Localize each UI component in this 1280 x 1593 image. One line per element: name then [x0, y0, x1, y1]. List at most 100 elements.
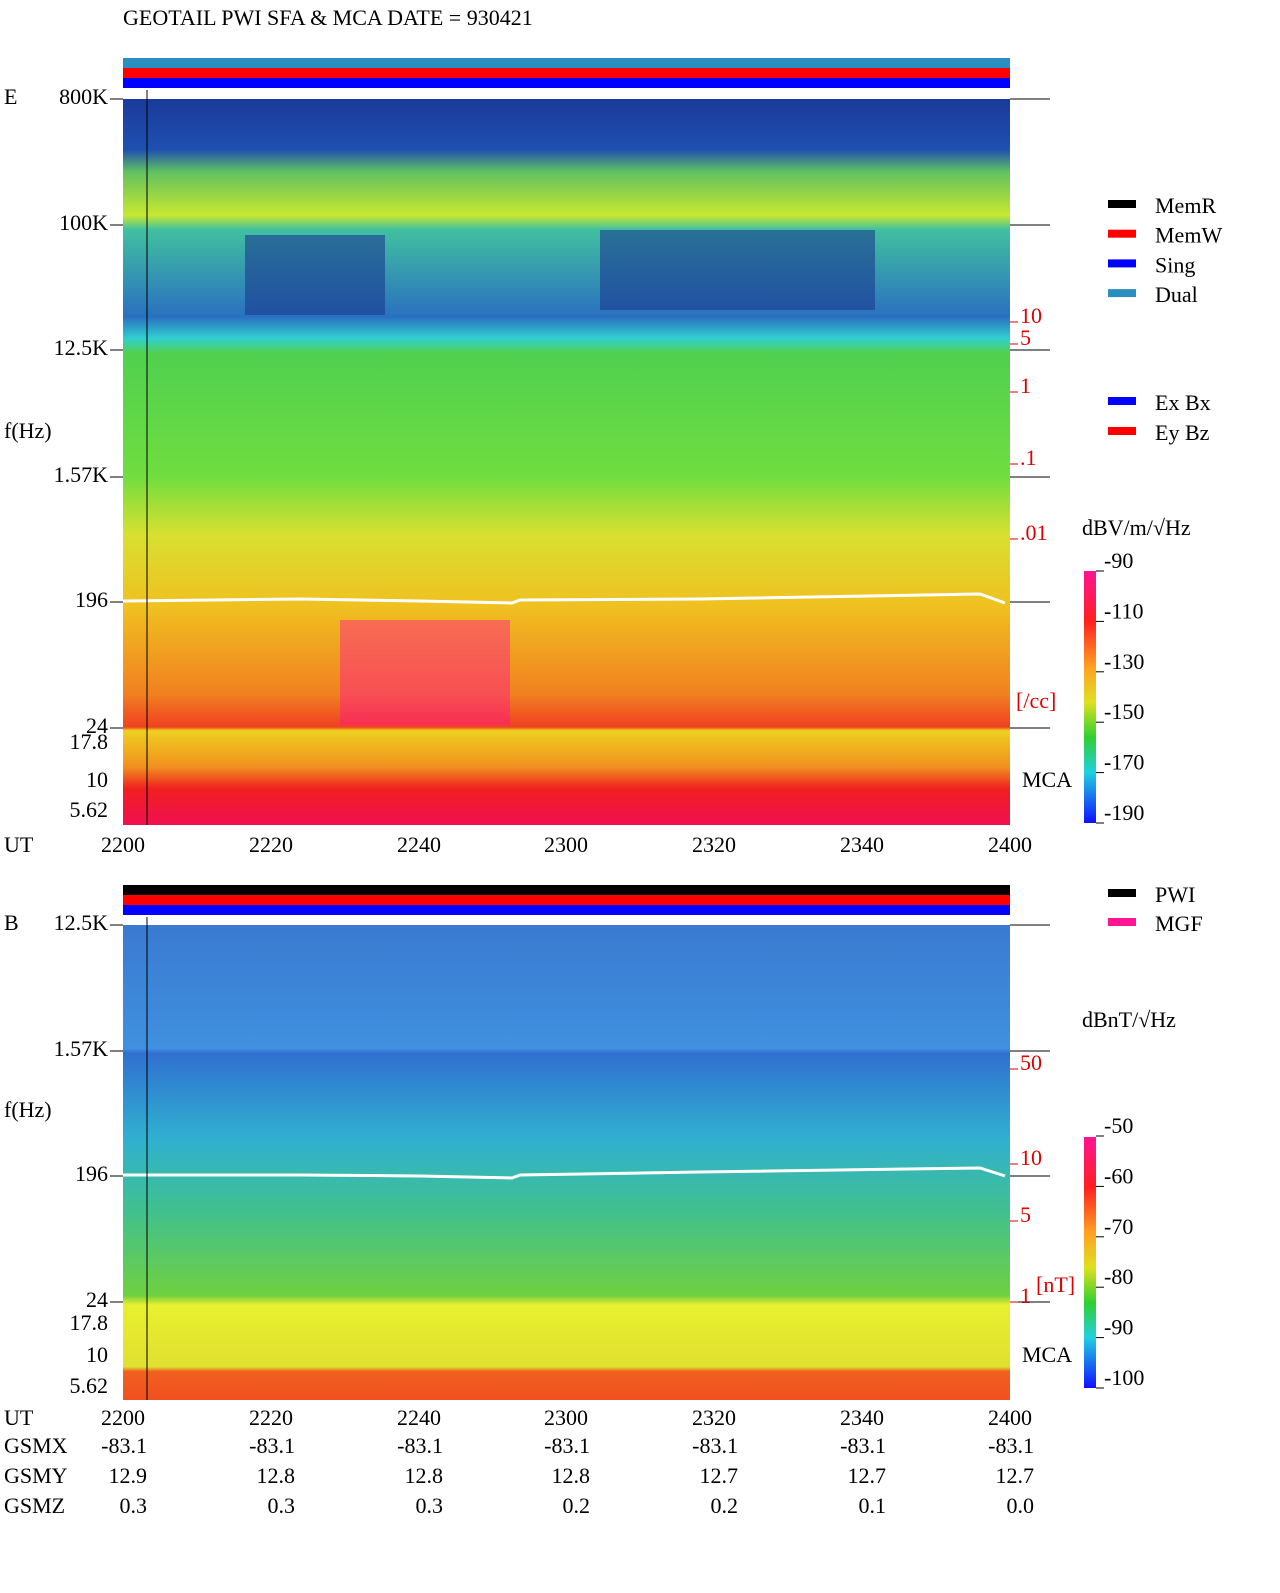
- spectrogram-feature: [600, 230, 875, 310]
- mode-bar: [123, 885, 1010, 895]
- x-tick-label: 2340: [840, 1405, 884, 1430]
- colorbar-tick-label: -50: [1104, 1113, 1133, 1138]
- y-tick-label: 1.57K: [54, 1036, 109, 1061]
- colorbar-tick-label: -60: [1104, 1163, 1133, 1188]
- colorbar-unit: dBV/m/√Hz: [1082, 515, 1191, 540]
- y-tick-label: 17.8: [70, 729, 109, 754]
- colorbar: [1084, 571, 1096, 823]
- legend-swatch: [1108, 918, 1136, 926]
- orbit-label: GSMX: [4, 1433, 68, 1458]
- page-title: GEOTAIL PWI SFA & MCA DATE = 930421: [123, 5, 533, 30]
- mode-bar: [123, 78, 1010, 88]
- legend-swatch: [1108, 427, 1136, 435]
- y-tick-label: 100K: [59, 210, 108, 235]
- y-tick-label: 1.57K: [54, 462, 109, 487]
- right-tick-label: 10: [1020, 303, 1042, 328]
- colorbar-tick-label: -190: [1104, 800, 1144, 825]
- x-tick-label: 2240: [397, 832, 441, 857]
- colorbar: [1084, 1137, 1096, 1388]
- x-tick-label: 2320: [692, 1405, 736, 1430]
- orbit-value: 12.7: [700, 1463, 739, 1488]
- orbit-value: 0.2: [711, 1493, 739, 1518]
- y-tick-label: 196: [75, 1161, 108, 1186]
- x-tick-label: 2220: [249, 832, 293, 857]
- y-tick-label: 10: [86, 767, 108, 792]
- orbit-label: GSMZ: [4, 1493, 65, 1518]
- spectrogram-feature: [340, 620, 510, 725]
- x-tick-label: 2400: [988, 1405, 1032, 1430]
- right-unit: [nT]: [1036, 1272, 1075, 1297]
- legend-swatch: [1108, 889, 1136, 897]
- x-tick-label: 2200: [101, 832, 145, 857]
- mca-label: MCA: [1022, 1342, 1072, 1367]
- legend-swatch: [1108, 397, 1136, 405]
- right-tick-label: 5: [1020, 1202, 1031, 1227]
- plasma-line: [123, 1166, 1006, 1180]
- x-axis-label: UT: [4, 1405, 34, 1430]
- panel-label: B: [4, 910, 19, 935]
- x-tick-label: 2220: [249, 1405, 293, 1430]
- orbit-value: -83.1: [840, 1433, 886, 1458]
- x-tick-label: 2240: [397, 1405, 441, 1430]
- right-tick-label: .01: [1020, 520, 1048, 545]
- orbit-label: GSMY: [4, 1463, 68, 1488]
- orbit-value: -83.1: [249, 1433, 295, 1458]
- right-unit: [/cc]: [1016, 688, 1056, 713]
- orbit-value: 12.8: [552, 1463, 591, 1488]
- spectrogram: [123, 925, 1010, 1400]
- legend-label: Ey Bz: [1155, 420, 1210, 445]
- legend-label: Dual: [1155, 282, 1198, 307]
- legend-label: Ex Bx: [1155, 390, 1211, 415]
- y-tick-label: 12.5K: [54, 910, 109, 935]
- orbit-value: -83.1: [692, 1433, 738, 1458]
- y-tick-label: 12.5K: [54, 335, 109, 360]
- right-tick-label: 50: [1020, 1050, 1042, 1075]
- colorbar-tick-label: -90: [1104, 548, 1133, 573]
- mca-label: MCA: [1022, 767, 1072, 792]
- colorbar-tick-label: -70: [1104, 1214, 1133, 1239]
- orbit-value: 12.7: [996, 1463, 1035, 1488]
- orbit-value: 0.3: [416, 1493, 444, 1518]
- y-tick-label: 800K: [59, 84, 108, 109]
- x-tick-label: 2320: [692, 832, 736, 857]
- legend-swatch: [1108, 289, 1136, 298]
- legend-label: MemW: [1155, 223, 1222, 248]
- orbit-value: 0.2: [563, 1493, 591, 1518]
- orbit-value: 12.8: [257, 1463, 296, 1488]
- legend-swatch: [1108, 229, 1136, 238]
- y-tick-label: 5.62: [70, 797, 109, 822]
- orbit-value: 0.0: [1007, 1493, 1035, 1518]
- colorbar-tick-label: -110: [1104, 598, 1144, 623]
- y-axis-label: f(Hz): [4, 1097, 52, 1122]
- legend-label: Sing: [1155, 252, 1195, 277]
- orbit-value: 0.1: [859, 1493, 887, 1518]
- mode-bar: [123, 905, 1010, 915]
- spectrogram: [123, 99, 1010, 825]
- y-tick-label: 5.62: [70, 1373, 109, 1398]
- orbit-value: 12.9: [109, 1463, 148, 1488]
- orbit-value: 0.3: [268, 1493, 296, 1518]
- y-tick-label: 24: [86, 713, 108, 738]
- mode-bar: [123, 68, 1010, 78]
- colorbar-tick-label: -90: [1104, 1315, 1133, 1340]
- right-tick-label: 1: [1020, 373, 1031, 398]
- x-tick-label: 2200: [101, 1405, 145, 1430]
- x-tick-label: 2400: [988, 832, 1032, 857]
- x-tick-label: 2340: [840, 832, 884, 857]
- x-tick-label: 2300: [544, 1405, 588, 1430]
- y-tick-label: 196: [75, 587, 108, 612]
- orbit-value: -83.1: [988, 1433, 1034, 1458]
- y-axis-label: f(Hz): [4, 418, 52, 443]
- y-tick-label: 24: [86, 1287, 108, 1312]
- orbit-value: -83.1: [101, 1433, 147, 1458]
- colorbar-tick-label: -100: [1104, 1365, 1144, 1390]
- orbit-value: -83.1: [397, 1433, 443, 1458]
- legend-label: MGF: [1155, 911, 1203, 936]
- colorbar-tick-label: -150: [1104, 699, 1144, 724]
- legend-swatch: [1108, 200, 1136, 208]
- orbit-value: 12.8: [405, 1463, 444, 1488]
- y-tick-label: 17.8: [70, 1310, 109, 1335]
- legend-swatch: [1108, 259, 1136, 268]
- x-axis-label: UT: [4, 832, 34, 857]
